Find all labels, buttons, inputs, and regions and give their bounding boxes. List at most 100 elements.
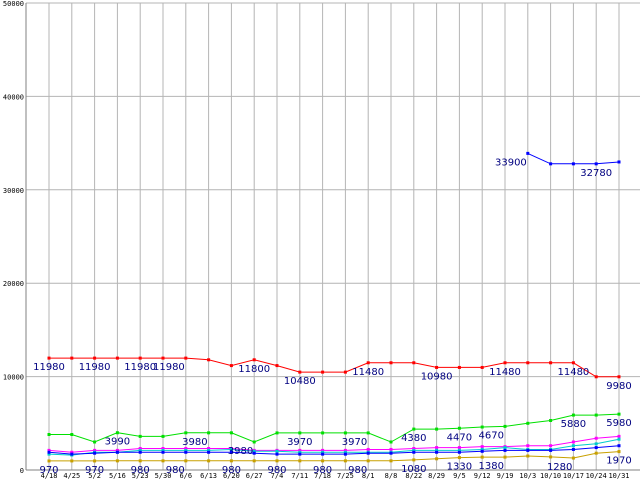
data-point [47, 448, 51, 452]
data-point [321, 452, 325, 456]
data-point [70, 356, 74, 360]
data-point [298, 459, 302, 463]
data-label: 11980 [124, 362, 156, 373]
data-point [503, 361, 507, 365]
data-point [549, 361, 553, 365]
data-point [526, 361, 530, 365]
axes [25, 3, 640, 471]
data-point [70, 450, 74, 454]
data-point [70, 459, 74, 463]
x-tick-label: 9/12 [474, 472, 491, 480]
y-tick-label: 50000 [3, 0, 24, 8]
data-point [412, 448, 416, 452]
data-point [207, 431, 211, 435]
data-label: 11480 [557, 367, 589, 378]
data-label: 980 [348, 465, 367, 476]
data-point [138, 459, 142, 463]
data-point [252, 449, 256, 453]
data-point [503, 455, 507, 459]
data-point [207, 358, 211, 362]
data-point [571, 413, 575, 417]
data-label: 11480 [489, 367, 521, 378]
data-point [184, 447, 188, 451]
series-lines [48, 152, 620, 462]
data-point [594, 162, 598, 166]
data-point [343, 452, 347, 456]
y-tick-label: 0 [20, 467, 24, 475]
data-point [571, 447, 575, 451]
data-point [503, 446, 507, 450]
data-point [207, 448, 211, 452]
data-point [503, 448, 507, 452]
data-point [298, 452, 302, 456]
data-point [526, 421, 530, 425]
x-tick-label: 10/24 [586, 472, 607, 480]
data-point [366, 431, 370, 435]
data-point [549, 448, 553, 452]
data-label: 4380 [401, 433, 426, 444]
x-tick-label: 10/10 [540, 472, 561, 480]
data-point [549, 444, 553, 448]
series-line-1 [49, 357, 619, 378]
data-point [571, 456, 575, 460]
series-line-2 [49, 413, 620, 443]
data-point [229, 450, 233, 454]
data-label: 1970 [606, 456, 631, 467]
data-point [526, 454, 530, 458]
data-label: 3970 [342, 437, 367, 448]
data-point [298, 450, 302, 454]
data-point [184, 448, 188, 452]
data-point [275, 431, 279, 435]
data-point [594, 442, 598, 446]
data-point [252, 459, 256, 463]
data-point [47, 452, 51, 456]
data-label: 11800 [238, 364, 270, 375]
data-label: 970 [39, 465, 58, 476]
data-label: 11980 [33, 362, 65, 373]
x-tick-label: 8/8 [385, 472, 398, 480]
data-point [457, 456, 461, 460]
data-point [298, 431, 302, 435]
data-point [115, 431, 119, 435]
data-point [571, 361, 575, 365]
data-point [457, 426, 461, 430]
data-label: 11480 [352, 367, 384, 378]
x-tick-label: 10/3 [519, 472, 536, 480]
data-point [252, 440, 256, 444]
data-label: 3990 [105, 437, 130, 448]
y-tick-label: 20000 [3, 280, 24, 288]
series-line-4 [48, 438, 620, 456]
data-point [389, 459, 393, 463]
data-point [115, 450, 119, 454]
x-tick-label: 10/17 [563, 472, 584, 480]
data-point [229, 459, 233, 463]
data-point [617, 412, 621, 416]
data-point [457, 365, 461, 369]
gridlines [26, 2, 640, 470]
data-point [549, 455, 553, 459]
data-point [252, 358, 256, 362]
x-tick-label: 5/30 [155, 472, 172, 480]
data-label: 11980 [79, 362, 111, 373]
data-point [161, 459, 165, 463]
data-point [435, 450, 439, 454]
data-point [298, 370, 302, 374]
data-point [343, 448, 347, 452]
data-point [47, 356, 51, 360]
data-point [480, 449, 484, 453]
data-point [184, 356, 188, 360]
data-point [343, 459, 347, 463]
data-point [366, 459, 370, 463]
x-tick-label: 5/2 [88, 472, 101, 480]
y-tick-labels: 0 10000 20000 30000 40000 50000 [3, 0, 24, 475]
data-point [412, 447, 416, 451]
data-point [412, 458, 416, 462]
x-tick-label: 8/22 [405, 472, 422, 480]
data-point [184, 459, 188, 463]
data-label: 4670 [479, 430, 504, 441]
data-label: 980 [131, 465, 150, 476]
data-label: 9980 [606, 381, 631, 392]
data-point [161, 450, 165, 454]
data-point [47, 450, 51, 454]
